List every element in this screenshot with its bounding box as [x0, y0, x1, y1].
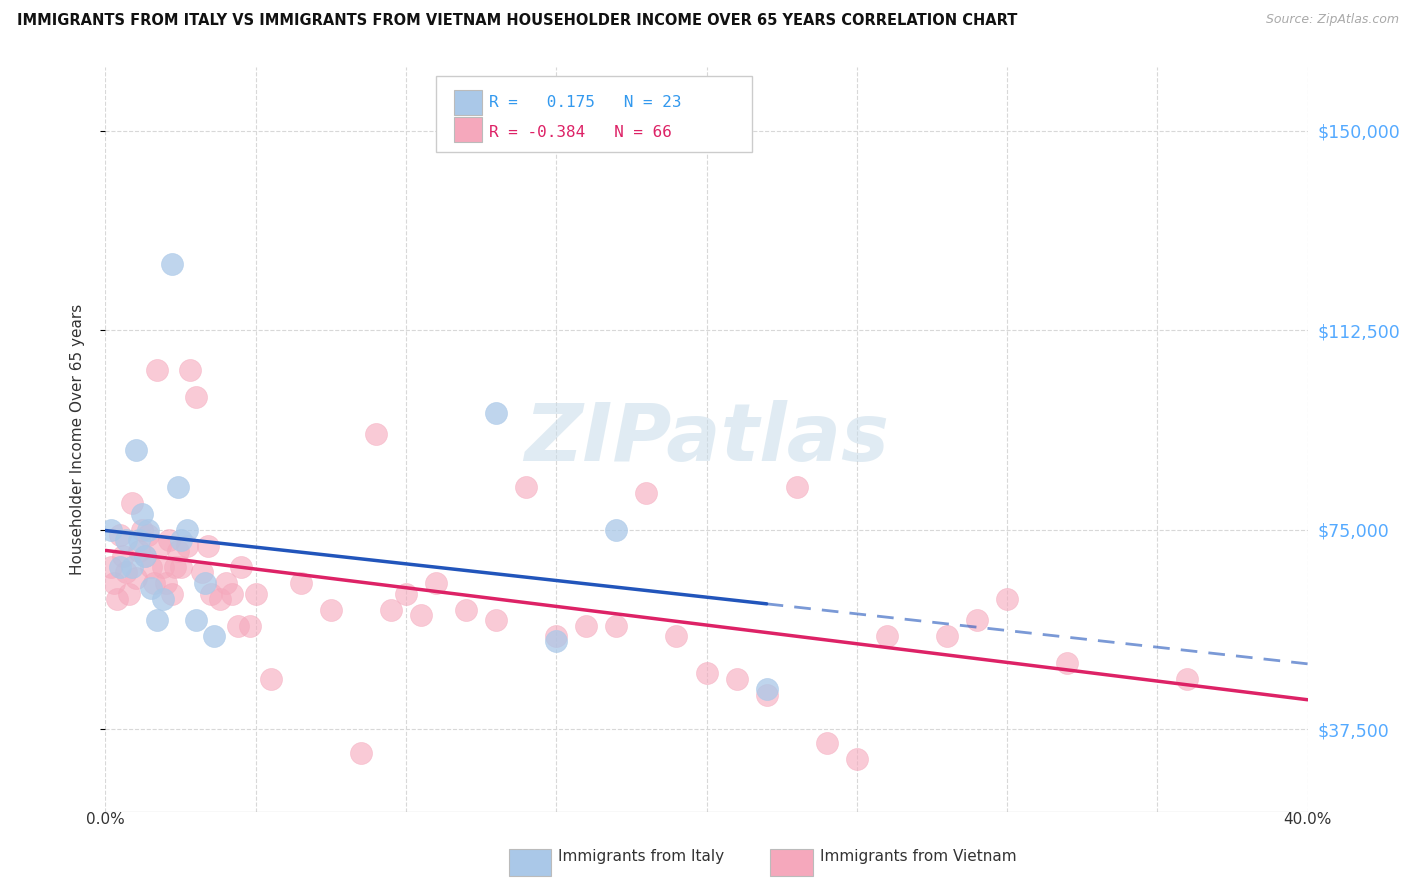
Point [166, 480, 188, 494]
Point [1056, 656, 1078, 670]
Point [380, 602, 402, 616]
Point [157, 533, 180, 548]
Point [169, 533, 191, 548]
Point [229, 560, 252, 574]
Point [152, 560, 174, 574]
Point [163, 560, 186, 574]
Text: R = -0.384   N = 66: R = -0.384 N = 66 [489, 125, 672, 140]
Point [226, 618, 249, 632]
Point [145, 613, 167, 627]
Y-axis label: Householder Income Over 65 years: Householder Income Over 65 years [70, 303, 84, 575]
Point [936, 629, 959, 643]
Point [100, 560, 122, 574]
Point [395, 586, 418, 600]
Point [131, 523, 153, 537]
Point [107, 591, 129, 606]
Point [221, 586, 243, 600]
Point [136, 523, 159, 537]
Point [409, 607, 432, 622]
Point [190, 566, 212, 580]
Point [131, 507, 153, 521]
Point [1175, 672, 1198, 686]
Point [208, 591, 231, 606]
Point [118, 586, 141, 600]
Point [184, 613, 207, 627]
Point [755, 688, 778, 702]
Point [786, 480, 808, 494]
Point [239, 618, 262, 632]
Point [121, 560, 143, 574]
Point [148, 539, 170, 553]
Point [546, 629, 568, 643]
Point [160, 257, 183, 271]
Text: ZIPatlas: ZIPatlas [524, 401, 889, 478]
Point [110, 528, 132, 542]
Point [485, 613, 508, 627]
Point [115, 533, 138, 548]
Point [515, 480, 537, 494]
Point [152, 591, 174, 606]
Text: Immigrants from Italy: Immigrants from Italy [558, 849, 724, 863]
Point [128, 544, 150, 558]
Point [166, 544, 188, 558]
Point [845, 751, 868, 765]
Point [155, 576, 177, 591]
Point [124, 442, 146, 457]
Point [425, 576, 447, 591]
Text: 40.0%: 40.0% [1284, 812, 1331, 827]
Point [755, 682, 778, 697]
Point [160, 586, 183, 600]
Point [636, 485, 658, 500]
Point [995, 591, 1018, 606]
Point [546, 634, 568, 648]
Point [121, 496, 143, 510]
Point [139, 560, 162, 574]
Point [260, 672, 283, 686]
Point [202, 629, 225, 643]
Point [966, 613, 988, 627]
Text: Immigrants from Vietnam: Immigrants from Vietnam [820, 849, 1017, 863]
Point [169, 560, 191, 574]
Point [876, 629, 898, 643]
Point [110, 560, 132, 574]
Point [605, 618, 627, 632]
Point [815, 735, 838, 749]
Point [179, 363, 201, 377]
Point [176, 523, 198, 537]
Point [485, 406, 508, 420]
Point [696, 666, 718, 681]
Point [364, 427, 387, 442]
Point [136, 528, 159, 542]
Point [134, 549, 156, 564]
Point [665, 629, 688, 643]
Point [128, 533, 150, 548]
Point [145, 363, 167, 377]
Point [103, 576, 125, 591]
Point [319, 602, 342, 616]
Point [200, 586, 222, 600]
Point [454, 602, 477, 616]
Point [124, 571, 146, 585]
Point [290, 576, 312, 591]
Point [112, 549, 135, 564]
Point [575, 618, 598, 632]
Point [184, 390, 207, 404]
Text: Source: ZipAtlas.com: Source: ZipAtlas.com [1265, 13, 1399, 27]
Point [350, 746, 373, 760]
Point [134, 549, 156, 564]
Point [605, 523, 627, 537]
Point [142, 576, 165, 591]
Point [176, 539, 198, 553]
Point [245, 586, 267, 600]
Point [197, 539, 219, 553]
Text: IMMIGRANTS FROM ITALY VS IMMIGRANTS FROM VIETNAM HOUSEHOLDER INCOME OVER 65 YEAR: IMMIGRANTS FROM ITALY VS IMMIGRANTS FROM… [17, 13, 1018, 29]
Text: 0.0%: 0.0% [86, 812, 125, 827]
Point [194, 576, 217, 591]
Point [725, 672, 748, 686]
Point [100, 523, 122, 537]
Point [139, 582, 162, 596]
Text: R =   0.175   N = 23: R = 0.175 N = 23 [489, 95, 682, 110]
Point [115, 566, 138, 580]
Point [214, 576, 236, 591]
